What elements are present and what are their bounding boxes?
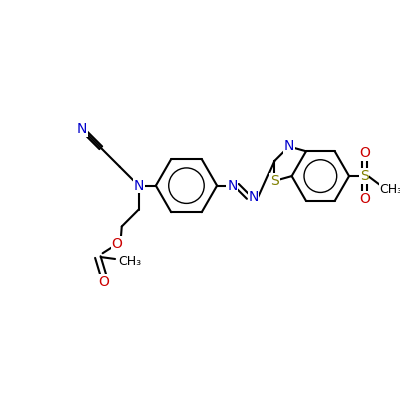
- Text: N: N: [284, 140, 294, 154]
- Text: O: O: [112, 237, 122, 251]
- Text: S: S: [360, 169, 369, 183]
- Text: N: N: [248, 190, 258, 204]
- Text: N: N: [77, 122, 87, 136]
- Text: N: N: [134, 179, 144, 193]
- Text: O: O: [359, 146, 370, 160]
- Text: O: O: [359, 192, 370, 206]
- Text: CH₃: CH₃: [118, 255, 141, 268]
- Text: S: S: [270, 174, 279, 188]
- Text: CH₃: CH₃: [380, 183, 400, 196]
- Text: N: N: [227, 179, 238, 193]
- Text: O: O: [98, 275, 109, 289]
